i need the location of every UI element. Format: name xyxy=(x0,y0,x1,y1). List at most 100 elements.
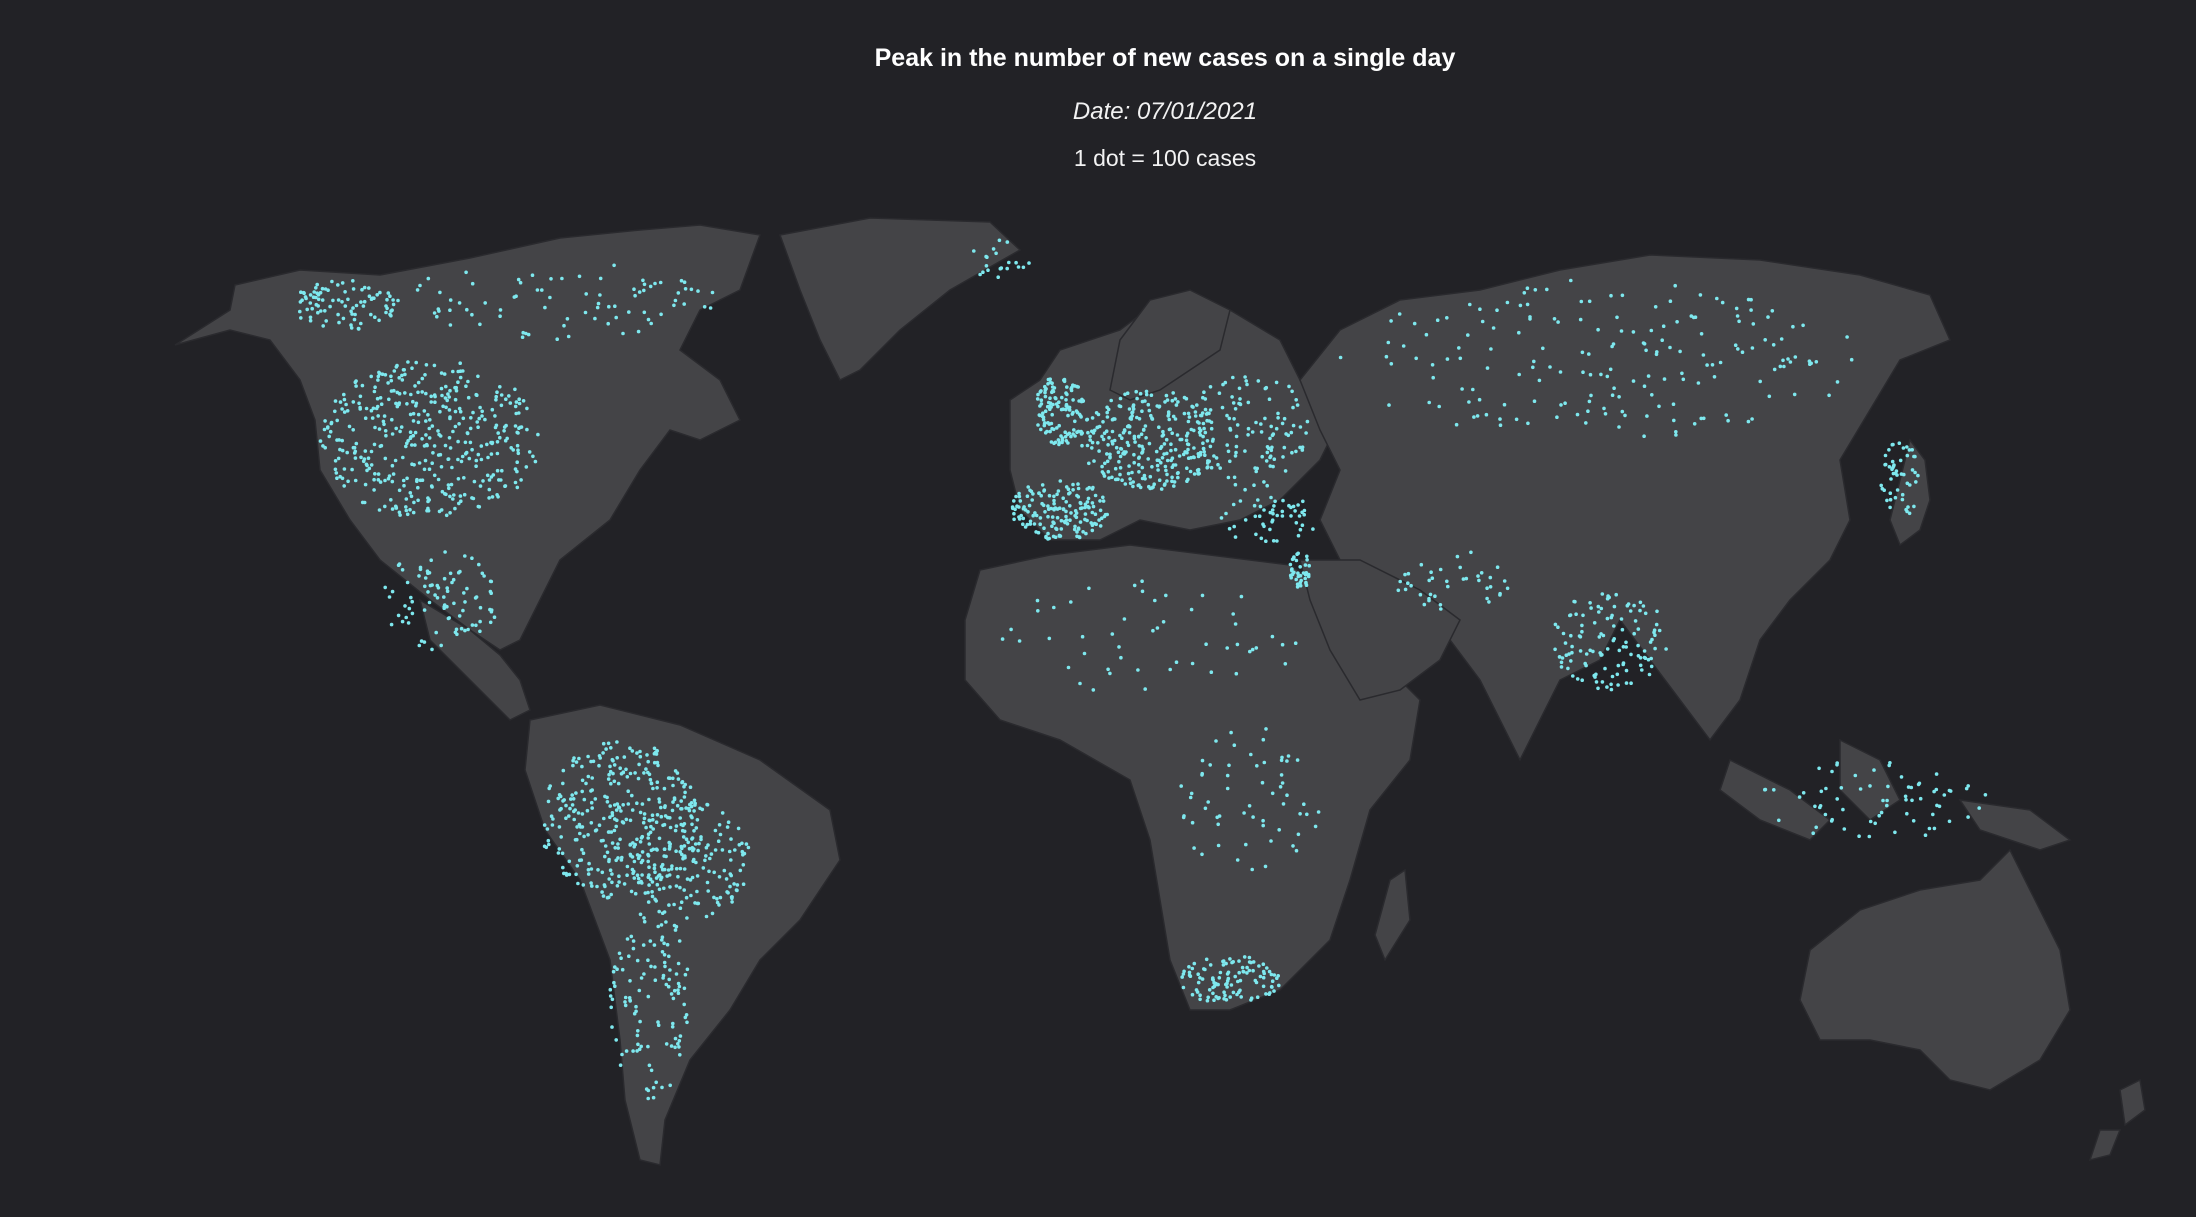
case-dot xyxy=(475,420,480,424)
case-dot xyxy=(1171,463,1176,467)
case-dot xyxy=(382,414,387,418)
case-dot xyxy=(1130,470,1134,475)
case-dot xyxy=(1668,345,1672,350)
case-dot xyxy=(1591,649,1595,654)
case-dot xyxy=(1251,960,1256,964)
case-dot xyxy=(1170,479,1174,484)
case-dot xyxy=(383,585,388,590)
case-dot xyxy=(608,764,612,769)
case-dot xyxy=(1065,392,1069,397)
case-dot xyxy=(1907,511,1912,516)
case-dot xyxy=(1184,396,1189,401)
case-dot xyxy=(411,419,416,423)
case-dot xyxy=(519,478,523,482)
case-dot xyxy=(672,923,677,928)
case-dot xyxy=(448,571,453,576)
case-dot xyxy=(478,322,482,327)
case-dot xyxy=(1296,832,1301,837)
case-dot xyxy=(333,467,338,472)
case-dot xyxy=(1287,384,1291,389)
case-dot xyxy=(1118,466,1123,470)
case-dot xyxy=(1201,421,1206,426)
case-dot xyxy=(660,1085,664,1090)
case-dot xyxy=(308,293,313,297)
case-dot xyxy=(1528,315,1532,319)
case-dot xyxy=(1048,396,1052,401)
case-dot xyxy=(1216,462,1220,467)
case-dot xyxy=(1814,825,1818,830)
case-dot xyxy=(662,786,667,791)
case-dot xyxy=(441,404,445,409)
case-dot xyxy=(1101,420,1105,424)
case-dot xyxy=(668,968,672,972)
case-dot xyxy=(406,621,411,625)
case-dot xyxy=(1128,477,1132,481)
case-dot xyxy=(644,767,648,771)
case-dot xyxy=(447,616,452,620)
case-dot xyxy=(1187,970,1192,975)
case-dot xyxy=(1240,965,1245,970)
case-dot xyxy=(1007,260,1011,265)
case-dot xyxy=(679,278,684,283)
case-dot xyxy=(444,492,448,497)
case-dot xyxy=(1609,293,1613,298)
case-dot xyxy=(479,457,484,462)
case-dot xyxy=(526,332,531,337)
case-dot xyxy=(1472,415,1476,419)
case-dot xyxy=(448,308,452,313)
case-dot xyxy=(494,398,498,402)
case-dot xyxy=(1186,456,1191,461)
case-dot xyxy=(1151,628,1155,633)
case-dot xyxy=(1905,811,1909,816)
case-dot xyxy=(1063,435,1068,439)
case-dot xyxy=(1454,422,1459,427)
case-dot xyxy=(612,763,617,767)
case-dot xyxy=(718,895,723,900)
case-dot xyxy=(365,468,369,473)
case-dot xyxy=(1066,405,1070,409)
case-dot xyxy=(645,753,649,757)
case-dot xyxy=(1461,577,1466,581)
case-dot xyxy=(619,809,623,813)
case-dot xyxy=(650,894,655,899)
case-dot xyxy=(450,580,454,585)
case-dot xyxy=(1438,603,1443,607)
case-dot xyxy=(1476,574,1480,578)
case-dot xyxy=(679,807,683,811)
case-dot xyxy=(312,290,317,294)
case-dot xyxy=(1233,622,1238,626)
case-dot xyxy=(1610,393,1615,398)
case-dot xyxy=(1902,472,1906,477)
case-dot xyxy=(524,465,529,469)
case-dot xyxy=(1245,382,1249,387)
case-dot xyxy=(580,764,584,769)
case-dot xyxy=(433,400,437,405)
case-dot xyxy=(453,409,458,414)
case-dot xyxy=(673,298,678,303)
case-dot xyxy=(657,887,662,892)
case-dot xyxy=(627,996,632,1000)
case-dot xyxy=(684,806,688,810)
case-dot xyxy=(1233,454,1238,458)
case-dot xyxy=(1208,763,1212,767)
case-dot xyxy=(676,777,681,781)
case-dot xyxy=(1749,308,1753,312)
case-dot xyxy=(1209,670,1214,674)
case-dot xyxy=(741,863,746,867)
case-dot xyxy=(1255,466,1259,471)
case-dot xyxy=(1636,654,1641,658)
case-dot xyxy=(1068,491,1072,495)
case-dot xyxy=(1296,574,1301,579)
case-dot xyxy=(1578,635,1583,639)
case-dot xyxy=(608,815,612,819)
case-dot xyxy=(1165,479,1169,483)
case-dot xyxy=(1280,509,1285,514)
case-dot xyxy=(712,870,716,875)
case-dot xyxy=(1916,782,1921,787)
case-dot xyxy=(1433,594,1437,598)
case-dot xyxy=(1935,803,1939,808)
case-dot xyxy=(671,996,676,1001)
case-dot xyxy=(1174,660,1179,664)
case-dot xyxy=(1588,648,1592,653)
